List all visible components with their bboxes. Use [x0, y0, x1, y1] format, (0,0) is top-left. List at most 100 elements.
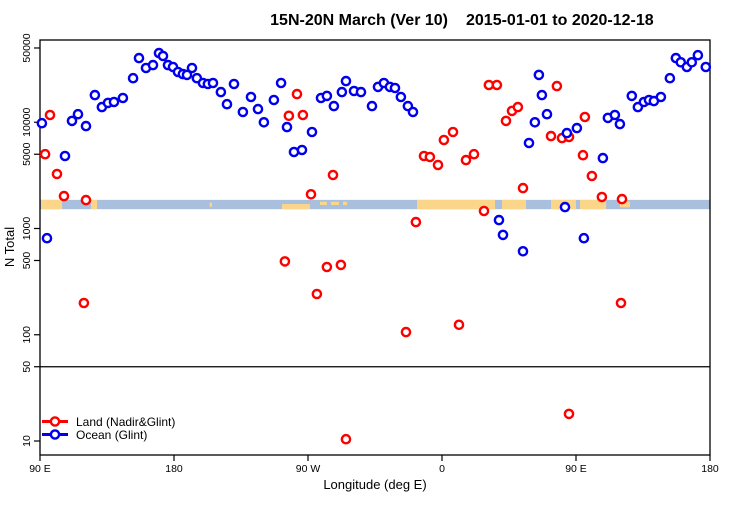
ocean-point	[108, 96, 120, 108]
land-point	[616, 193, 628, 205]
land-point	[460, 154, 472, 166]
y-axis-label: N Total	[2, 227, 17, 267]
land-segment	[330, 201, 339, 205]
land-segment	[209, 202, 212, 207]
ocean-point	[541, 108, 553, 120]
y-tick-label: 10	[21, 435, 33, 447]
ocean-point	[561, 127, 573, 139]
ocean-point	[321, 90, 333, 102]
land-point	[44, 109, 56, 121]
ocean-point	[536, 89, 548, 101]
y-tick-label: 50	[21, 361, 33, 373]
y-tick-label: 10000	[21, 107, 33, 136]
land-segment	[342, 201, 348, 205]
land-point	[291, 88, 303, 100]
ocean-point	[692, 49, 704, 61]
land-point	[551, 80, 563, 92]
land-segment	[281, 204, 310, 210]
land-point	[51, 168, 63, 180]
ocean-point	[523, 137, 535, 149]
land-segment	[416, 199, 496, 210]
legend-symbol-land-point	[49, 416, 61, 427]
ocean-point	[336, 86, 348, 98]
ocean-point	[221, 98, 233, 110]
land-point	[283, 110, 295, 122]
land-point	[615, 297, 627, 309]
ocean-point	[529, 117, 541, 128]
chart-title-dates: 2015-01-01 to 2020-12-18	[466, 12, 654, 29]
ocean-point	[517, 245, 529, 257]
x-axis-label: Longitude (deg E)	[323, 477, 426, 492]
x-tick-label: 180	[165, 463, 183, 475]
ocean-point	[533, 69, 545, 81]
plot-border	[39, 39, 711, 456]
ocean-point	[395, 91, 407, 103]
ocean-point	[245, 91, 257, 103]
land-point	[586, 170, 598, 182]
axes: 90 E 180 90 W 0 90 E 180 10 50 100 500 1000 5000 100…	[21, 33, 719, 475]
ocean-point	[36, 117, 48, 129]
y-tick-label: 500	[21, 252, 33, 270]
ocean-point	[66, 115, 78, 127]
ocean-point	[228, 78, 240, 90]
land-point	[410, 216, 422, 228]
ocean-point	[296, 144, 308, 156]
land-point	[453, 319, 465, 331]
ocean-point	[493, 214, 505, 226]
ocean-point	[72, 108, 84, 120]
y-tick-label: 50000	[21, 33, 33, 62]
land-point	[512, 101, 524, 113]
land-point	[438, 134, 450, 146]
ocean-point	[117, 92, 129, 104]
legend-symbol-ocean-point	[49, 429, 61, 440]
ocean-point	[328, 100, 340, 112]
land-point	[400, 326, 412, 338]
ocean-point	[252, 103, 264, 115]
ocean-point	[626, 90, 638, 102]
land-point	[579, 111, 591, 123]
land-segment	[41, 199, 63, 210]
land-point	[545, 130, 557, 142]
ocean-point	[258, 117, 270, 128]
land-segment	[319, 201, 327, 205]
ocean-point	[355, 86, 367, 98]
data-points	[36, 47, 712, 445]
legend-symbols	[42, 416, 68, 440]
ocean-point	[609, 109, 621, 121]
land-point	[596, 191, 608, 203]
chart-title-main: 15N-20N March (Ver 10)	[270, 12, 448, 29]
ocean-point	[655, 91, 667, 103]
land-segment	[502, 199, 526, 210]
y-tick-label: 100	[21, 326, 33, 344]
ocean-point	[559, 201, 571, 213]
ocean-point	[181, 69, 193, 81]
ocean-point	[237, 106, 249, 118]
ocean-point	[157, 50, 169, 62]
ocean-point	[700, 61, 712, 73]
ocean-point	[597, 152, 609, 164]
land-point	[340, 433, 352, 445]
ocean-point	[268, 94, 280, 106]
ocean-point	[664, 72, 676, 84]
ocean-point	[389, 82, 401, 94]
land-point	[424, 151, 436, 163]
x-tick-label: 90 E	[29, 463, 51, 475]
land-point	[517, 182, 529, 194]
land-point	[491, 79, 503, 91]
x-tick-label: 90 W	[296, 463, 321, 475]
land-point	[321, 261, 333, 273]
ocean-point	[366, 100, 378, 112]
x-tick-label: 0	[439, 463, 445, 475]
ocean-point	[41, 232, 53, 244]
land-point	[305, 188, 317, 200]
ocean-point	[578, 232, 590, 244]
land-point	[468, 148, 480, 160]
land-point	[500, 115, 512, 127]
ocean-point	[89, 89, 101, 101]
ocean-point	[275, 77, 287, 89]
ocean-point	[80, 120, 92, 132]
legend-label-land: Land (Nadir&Glint)	[76, 415, 175, 429]
land-point	[39, 148, 51, 160]
